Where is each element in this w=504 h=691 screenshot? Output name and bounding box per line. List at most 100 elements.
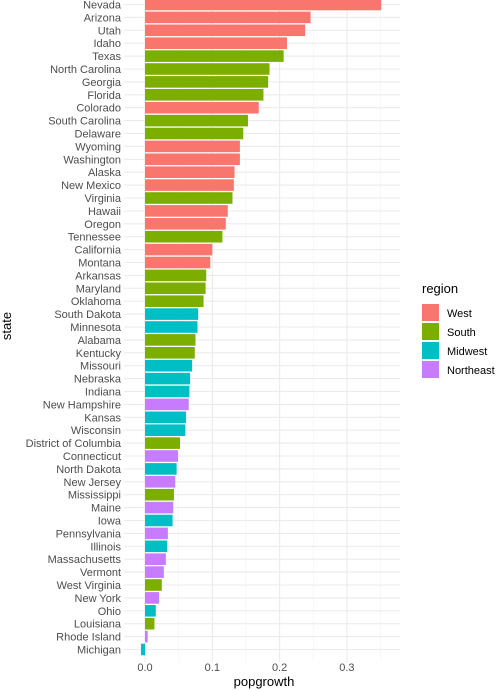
legend-key-northeast [422,361,439,378]
legend-title: region [422,281,458,296]
bar-hawaii [145,205,228,217]
y-tick-label: Ohio [98,606,121,618]
y-tick-label: California [75,245,122,257]
bar-alabama [145,334,196,346]
bar-louisiana [145,617,155,630]
bar-connecticut [145,450,178,462]
y-tick-label: Alaska [88,167,122,179]
y-tick-label: Wisconsin [71,425,121,437]
legend-label-midwest: Midwest [447,346,487,358]
y-tick-label: Florida [87,90,122,102]
y-tick-label: Iowa [98,516,122,528]
y-tick-label: Mississippi [68,490,121,502]
bar-new-york [145,592,160,604]
bar-iowa [145,514,173,527]
y-tick-label: Maine [91,503,121,515]
bar-west-virginia [145,579,162,591]
y-tick-label: Washington [63,154,121,166]
bar-washington [145,153,240,166]
y-tick-label: Georgia [82,77,122,89]
y-tick-label: Nevada [83,0,122,12]
x-tick-label: 0.1 [205,662,220,674]
bar-south-carolina [145,114,248,127]
bar-utah [145,24,306,37]
y-tick-label: Wyoming [75,141,121,153]
y-tick-label: Minnesota [70,322,122,334]
bar-illinois [145,540,168,553]
bar-montana [145,256,211,269]
y-tick-label: New Mexico [61,180,121,192]
bar-new-hampshire [145,398,189,411]
y-tick-label: Connecticut [63,451,121,463]
legend-key-south [422,323,439,340]
y-tick-label: Massachusetts [48,554,122,566]
y-tick-label: Alabama [78,335,122,347]
y-tick-label: Delaware [75,129,121,141]
y-tick-label: West Virginia [57,580,122,592]
y-tick-label: Virginia [85,193,122,205]
y-tick-label: Missouri [80,361,121,373]
bar-arkansas [145,269,207,282]
y-tick-label: Nebraska [74,374,122,386]
bar-colorado [145,101,259,114]
legend-key-midwest [422,342,439,359]
bar-kansas [145,411,187,424]
y-tick-label: North Carolina [50,64,122,76]
y-tick-label: Arkansas [75,270,121,282]
y-tick-label: Maryland [76,283,121,295]
bar-south-dakota [145,308,199,320]
y-axis-title: state [0,312,14,340]
bar-mississippi [145,488,174,501]
y-tick-label: Oregon [84,219,121,231]
y-tick-label: Montana [78,258,122,270]
bar-oregon [145,218,226,230]
y-tick-label: South Carolina [48,116,122,128]
y-tick-label: Texas [92,51,121,63]
bar-alaska [145,166,235,178]
y-tick-label: Kansas [84,412,121,424]
bar-wisconsin [145,424,186,436]
bar-north-carolina [145,63,270,75]
bar-indiana [145,385,190,398]
bar-new-jersey [145,476,176,488]
y-tick-label: North Dakota [56,464,122,476]
x-axis-tick-labels: 0.0 0.1 0.2 0.3 [137,662,354,674]
y-tick-label: South Dakota [54,309,122,321]
bar-district-of-columbia [145,437,180,449]
bar-massachusetts [145,553,166,565]
bar-texas [145,50,284,62]
bar-rhode-island [145,630,148,643]
legend: region West South Midwest Northeast [422,281,495,378]
y-tick-label: Pennsylvania [56,528,122,540]
y-tick-label: Utah [98,25,121,37]
y-tick-label: New York [75,593,122,605]
bar-idaho [145,37,288,49]
bar-wyoming [145,140,240,153]
y-tick-label: Kentucky [76,348,122,360]
bar-pennsylvania [145,527,168,540]
legend-key-west [422,304,439,321]
bar-oklahoma [145,295,204,307]
bar-maine [145,501,174,514]
bar-missouri [145,359,193,372]
y-tick-label: Illinois [90,541,121,553]
y-tick-label: Michigan [77,645,121,657]
bar-delaware [145,127,244,140]
y-tick-label: Indiana [85,387,122,399]
y-tick-label: New Hampshire [43,399,121,411]
y-tick-label: Tennessee [68,232,121,244]
y-tick-label: Oklahoma [71,296,122,308]
y-tick-label: Hawaii [88,206,121,218]
bar-vermont [145,566,164,578]
y-tick-label: Colorado [76,103,121,115]
bar-minnesota [145,321,198,333]
bar-kentucky [145,347,195,359]
bar-maryland [145,282,206,295]
bar-michigan [140,643,145,656]
legend-label-south: South [447,327,476,339]
y-tick-label: Vermont [80,567,121,579]
y-tick-label: District of Columbia [26,438,122,450]
bar-florida [145,89,264,101]
